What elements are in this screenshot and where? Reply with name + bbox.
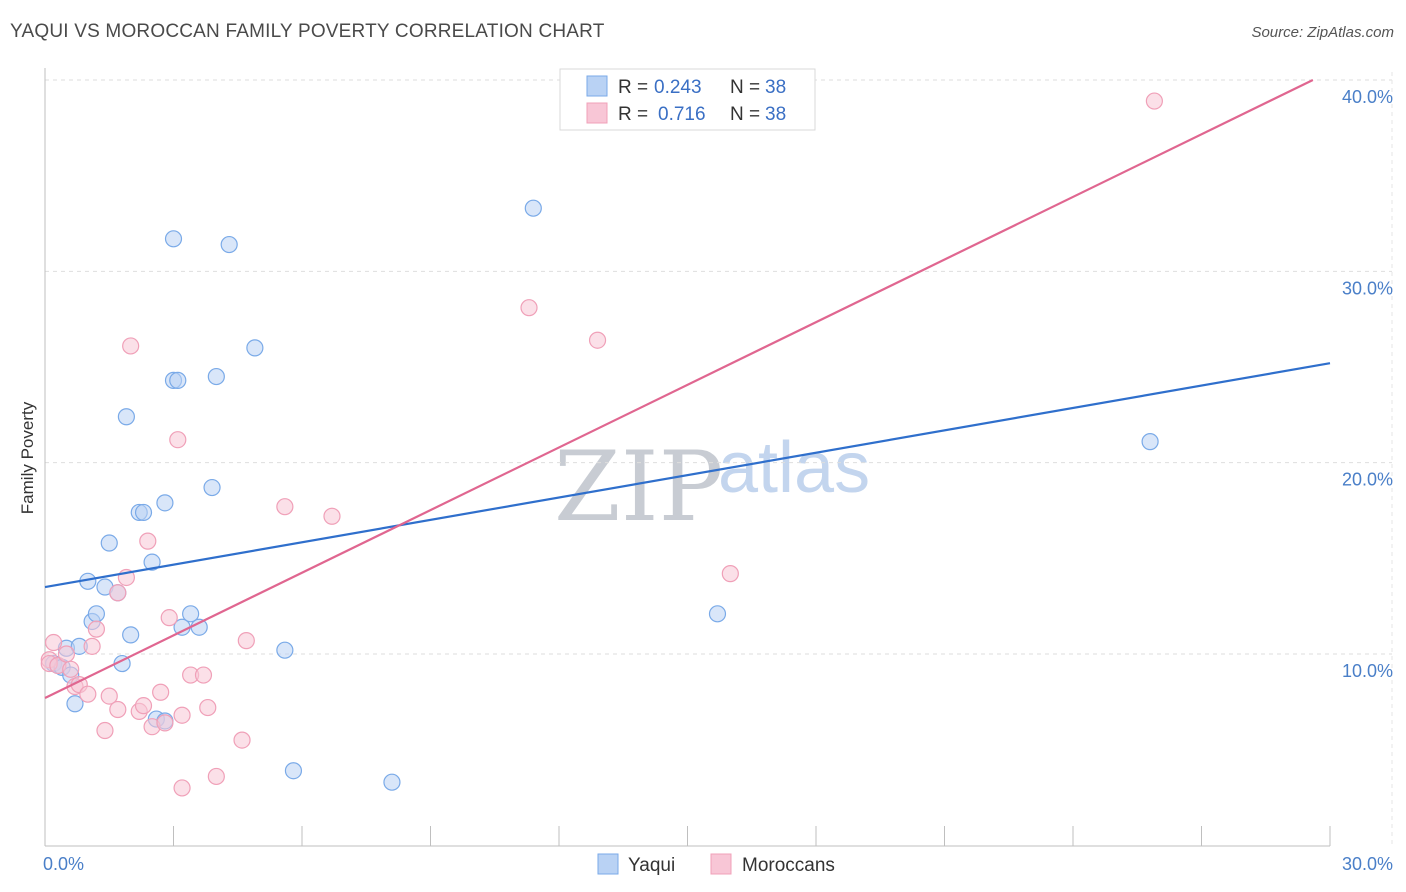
point-yaqui: [1141, 433, 1159, 451]
point-moroccans: [169, 431, 187, 449]
point-yaqui: [66, 695, 84, 713]
point-moroccans: [122, 337, 140, 355]
point-yaqui: [122, 626, 140, 644]
legend-n-value-yaqui: 38: [765, 77, 786, 98]
point-moroccans: [152, 683, 170, 701]
chart-title: YAQUI VS MOROCCAN FAMILY POVERTY CORRELA…: [10, 21, 605, 42]
point-yaqui: [169, 371, 187, 389]
point-moroccans: [156, 714, 174, 732]
point-moroccans: [323, 507, 341, 525]
legend-swatch-yaqui: [586, 75, 608, 97]
legend-r-value-yaqui: 0.243: [654, 77, 702, 98]
series-legend: Yaqui Moroccans: [597, 853, 835, 876]
gridlines: [45, 72, 1393, 846]
point-moroccans: [109, 584, 127, 602]
data-points: [40, 92, 1163, 797]
point-yaqui: [87, 605, 106, 623]
trend-line-moroccans: [44, 79, 1314, 699]
y-tick-labels: 10.0% 20.0% 30.0% 40.0%: [1342, 87, 1393, 681]
point-yaqui: [143, 553, 161, 571]
point-yaqui: [383, 773, 401, 791]
legend-r-label-yaqui: R =: [618, 77, 648, 98]
y-tick-label: 20.0%: [1342, 470, 1393, 490]
trend-lines: [44, 79, 1331, 699]
watermark-zip: ZIP: [554, 431, 723, 543]
legend-r-value-moroccans: 0.716: [658, 104, 706, 125]
point-yaqui: [524, 199, 542, 217]
point-yaqui: [190, 618, 208, 636]
point-moroccans: [520, 299, 538, 317]
point-moroccans: [276, 498, 294, 516]
point-yaqui: [246, 339, 264, 357]
point-moroccans: [194, 666, 213, 684]
series-legend-label-moroccans: Moroccans: [742, 855, 835, 876]
point-moroccans: [173, 779, 191, 797]
legend-n-label-yaqui: N =: [730, 77, 760, 98]
point-moroccans: [173, 706, 191, 724]
source-credit: Source: ZipAtlas.com: [1251, 24, 1394, 41]
point-moroccans: [96, 721, 114, 740]
y-tick-label: 30.0%: [1342, 278, 1393, 298]
x-tick-label: 0.0%: [43, 854, 84, 874]
y-tick-label: 40.0%: [1342, 87, 1393, 107]
point-moroccans: [233, 731, 251, 749]
point-moroccans: [207, 767, 225, 786]
series-legend-swatch-yaqui: [597, 853, 619, 875]
x-tick-labels: 0.0% 30.0%: [43, 854, 1393, 874]
point-yaqui: [276, 641, 294, 659]
point-moroccans: [79, 685, 97, 703]
point-yaqui: [156, 494, 174, 512]
y-tick-label: 10.0%: [1342, 661, 1393, 681]
point-moroccans: [199, 698, 217, 717]
series-legend-swatch-moroccans: [710, 853, 732, 875]
point-yaqui: [164, 230, 183, 248]
point-moroccans: [83, 637, 101, 655]
point-moroccans: [57, 645, 76, 663]
point-yaqui: [708, 605, 727, 623]
stats-legend: R = 0.243 N = 38 R = 0.716 N = 38: [559, 68, 816, 131]
point-moroccans: [87, 620, 106, 638]
legend-n-value-moroccans: 38: [765, 104, 786, 125]
point-moroccans: [139, 532, 157, 550]
legend-n-label-moroccans: N =: [730, 104, 760, 125]
legend-swatch-moroccans: [586, 102, 608, 124]
point-moroccans: [62, 660, 80, 678]
y-axis-title: Family Poverty: [18, 401, 37, 514]
point-moroccans: [1145, 92, 1163, 110]
point-yaqui: [182, 605, 200, 623]
point-moroccans: [109, 700, 127, 719]
series-legend-label-yaqui: Yaqui: [628, 855, 675, 876]
point-yaqui: [220, 235, 238, 254]
point-moroccans: [100, 687, 118, 705]
point-yaqui: [100, 534, 118, 552]
point-yaqui: [134, 503, 153, 522]
point-moroccans: [588, 331, 607, 349]
point-yaqui: [117, 408, 135, 426]
legend-r-label-moroccans: R =: [618, 104, 648, 125]
point-moroccans: [134, 697, 153, 715]
point-yaqui: [207, 367, 225, 386]
point-moroccans: [721, 565, 739, 583]
watermark-atlas: atlas: [718, 428, 870, 508]
trend-line-yaqui: [44, 362, 1331, 589]
point-moroccans: [237, 632, 255, 650]
point-moroccans: [44, 633, 63, 652]
point-yaqui: [284, 762, 303, 780]
point-moroccans: [160, 609, 178, 627]
axes: [44, 68, 1331, 847]
x-tick-label: 30.0%: [1342, 854, 1393, 874]
point-yaqui: [203, 478, 221, 497]
